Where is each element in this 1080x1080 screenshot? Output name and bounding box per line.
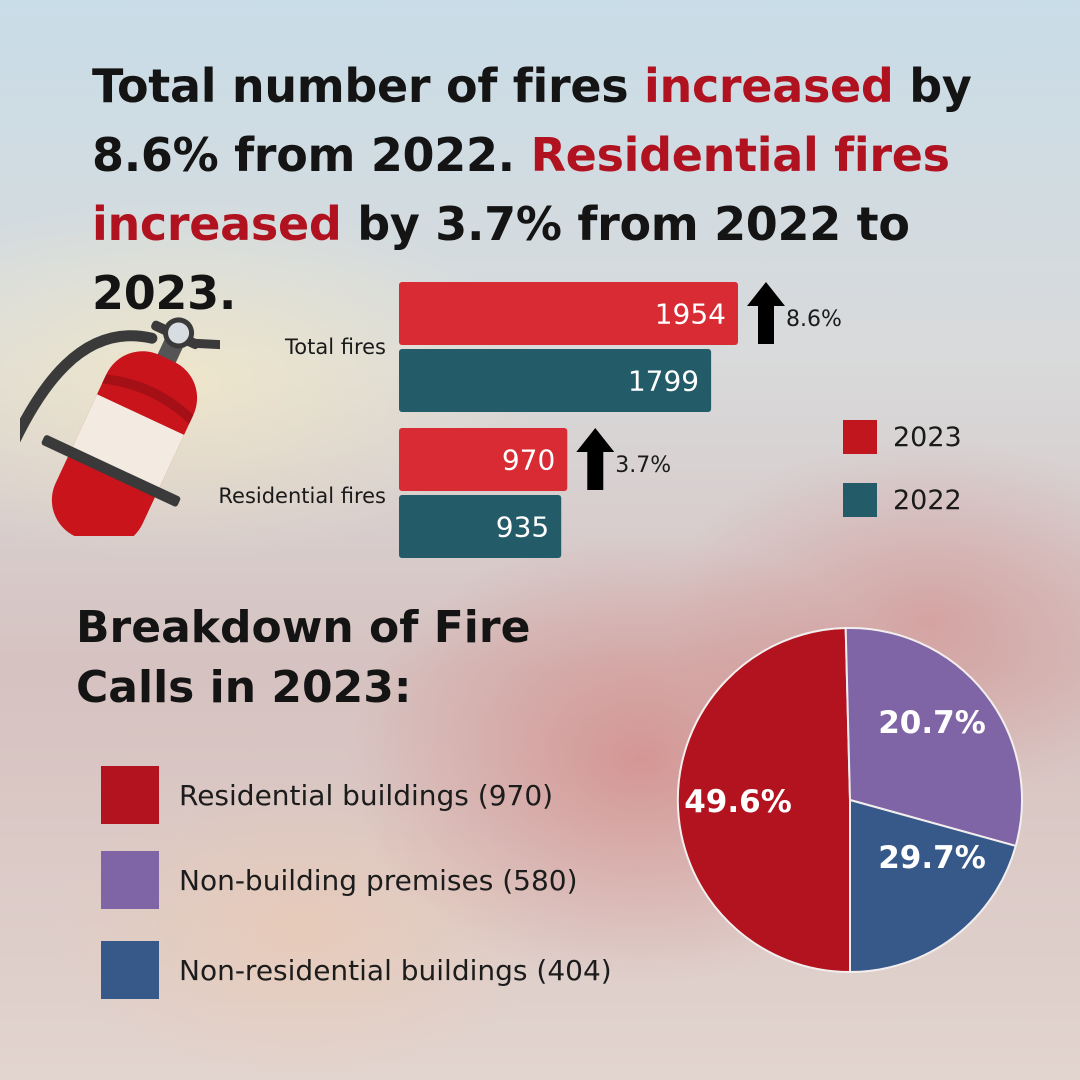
- bar-value-residential-fires-2023: 970: [502, 444, 555, 477]
- fire-extinguisher-icon: [20, 317, 220, 536]
- headline: Total number of fires increased by 8.6% …: [92, 52, 1022, 328]
- change-label-residential-fires: 3.7%: [615, 453, 671, 478]
- fire-calls-pie-chart: 49.6% 29.7% 20.7%: [676, 627, 1023, 974]
- pie-legend-label-non-building: Non-building premises (580): [179, 863, 578, 897]
- bar-total-fires-2023: [399, 282, 738, 345]
- legend-label-2023: 2023: [893, 421, 962, 453]
- legend-item-2022: 2022: [843, 483, 962, 517]
- headline-text-3: by 3.7% from 2022 to 2023.: [92, 197, 910, 320]
- bar-total-fires-2022: [399, 349, 712, 412]
- pie-label-residential-buildings: 49.6%: [684, 784, 792, 820]
- pie-legend-label-residential: Residential buildings (970): [179, 778, 554, 812]
- legend-swatch-2022: [843, 483, 877, 517]
- headline-text-2: by 8.6% from 2022.: [92, 59, 972, 182]
- legend-swatch-2023: [843, 420, 877, 454]
- headline-highlight-1: increased: [644, 59, 894, 113]
- pie-label-non-building-premises: 29.7%: [878, 840, 986, 876]
- pie-legend-item-residential: Residential buildings (970): [101, 766, 553, 824]
- fires-bar-chart: Total fires 1954 1799 8.6% Residential fires…: [218, 282, 842, 558]
- pie-slice-residential-buildings: [676, 627, 851, 974]
- arrow-up-icon: [576, 428, 615, 490]
- legend-label-2022: 2022: [893, 484, 962, 516]
- pie-legend-swatch-non-building: [101, 851, 159, 909]
- headline-highlight-2: Residential fires increased: [92, 128, 950, 251]
- pie-chart-title: Breakdown of Fire Calls in 2023:: [76, 598, 636, 718]
- pie-legend-swatch-non-residential: [101, 941, 159, 999]
- arrow-up-icon: [747, 282, 785, 344]
- pie-legend-swatch-residential: [101, 766, 159, 824]
- legend-item-2023: 2023: [843, 420, 962, 454]
- pie-slice-non-building-premises: [844, 627, 1023, 848]
- change-label-total-fires: 8.6%: [786, 307, 842, 332]
- bar-value-total-fires-2023: 1954: [655, 298, 726, 331]
- bar-residential-fires-2022: [399, 495, 562, 558]
- bar-value-residential-fires-2022: 935: [496, 511, 549, 544]
- bar-residential-fires-2023: [399, 428, 568, 491]
- bar-value-total-fires-2022: 1799: [628, 365, 699, 398]
- pie-legend-label-non-residential: Non-residential buildings (404): [179, 953, 612, 987]
- category-label-residential-fires: Residential fires: [218, 484, 386, 508]
- category-label-total-fires: Total fires: [284, 335, 386, 359]
- pie-legend-item-non-residential: Non-residential buildings (404): [101, 941, 612, 999]
- pie-label-non-residential-buildings: 20.7%: [878, 705, 986, 741]
- pie-slice-non-residential-buildings: [849, 798, 1017, 974]
- headline-text-1: Total number of fires: [92, 59, 645, 113]
- pie-chart-title-text: Breakdown of Fire Calls in 2023:: [76, 602, 531, 713]
- pie-legend-item-non-building: Non-building premises (580): [101, 851, 578, 909]
